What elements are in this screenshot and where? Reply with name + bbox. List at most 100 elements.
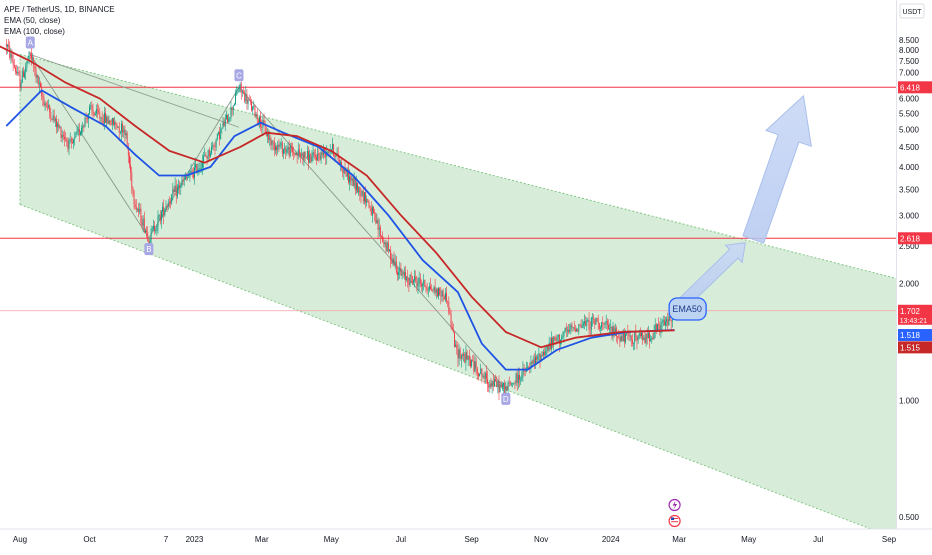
candle	[605, 314, 607, 330]
candle	[36, 73, 38, 84]
pattern-label-a[interactable]: A	[25, 36, 35, 49]
candle	[414, 269, 416, 288]
candle	[476, 366, 478, 380]
candle	[420, 279, 422, 292]
candle	[665, 316, 666, 331]
dividend-icon[interactable]	[668, 498, 681, 512]
candle	[382, 231, 384, 243]
candle	[154, 221, 156, 235]
candle	[479, 373, 481, 377]
candle	[142, 215, 144, 233]
y-tick-label: 2.500	[899, 242, 920, 251]
candle	[521, 371, 523, 382]
candle	[354, 176, 356, 195]
candle	[202, 154, 203, 175]
candle	[389, 249, 390, 253]
ema100-legend[interactable]: EMA (100, close)	[4, 27, 65, 36]
candle	[617, 335, 619, 345]
candle	[455, 340, 457, 348]
candle	[13, 58, 15, 69]
candle	[127, 142, 129, 164]
candle	[451, 321, 453, 331]
candle	[240, 81, 242, 100]
candle	[516, 370, 518, 391]
candle	[147, 226, 149, 242]
candle	[52, 109, 54, 123]
candle	[14, 64, 16, 75]
candle	[487, 370, 489, 392]
candle	[95, 104, 97, 118]
candle	[565, 323, 567, 338]
countdown-label: 13:43:21	[900, 318, 927, 325]
candle	[106, 114, 108, 128]
candle	[370, 201, 372, 216]
candle	[239, 81, 241, 93]
candle	[132, 186, 134, 197]
candle	[249, 96, 251, 106]
candle	[385, 239, 387, 253]
event-icons	[668, 498, 681, 528]
candle	[5, 38, 7, 55]
candle	[155, 228, 157, 234]
candle	[314, 148, 316, 161]
candle	[243, 86, 244, 95]
ema50-legend[interactable]: EMA (50, close)	[4, 16, 61, 25]
candle	[319, 152, 321, 162]
candle	[206, 156, 208, 165]
svg-text:1.518: 1.518	[900, 331, 921, 340]
candle	[151, 225, 153, 232]
us-flag-icon[interactable]	[668, 514, 681, 528]
candle	[503, 382, 504, 395]
candle	[368, 200, 370, 209]
y-tick-label: 1.000	[899, 396, 920, 405]
candle	[666, 316, 668, 327]
candle	[588, 312, 590, 335]
candle	[381, 235, 382, 240]
x-tick-label: Sep	[464, 535, 479, 544]
candle	[286, 145, 288, 156]
candle	[488, 381, 490, 393]
candle	[590, 316, 592, 336]
candle	[522, 361, 524, 382]
candle	[633, 342, 634, 351]
candle	[7, 43, 8, 54]
pattern-label-b[interactable]: B	[144, 243, 154, 256]
candle	[247, 97, 249, 110]
candle	[105, 107, 106, 124]
candle	[224, 114, 226, 132]
candle	[651, 335, 653, 344]
svg-text:1.515: 1.515	[900, 343, 921, 352]
candle	[220, 123, 222, 140]
symbol-title[interactable]: APE / TetherUS, 1D, BINANCE	[4, 5, 115, 14]
candle	[535, 350, 536, 369]
candle	[272, 140, 274, 150]
candle	[37, 75, 39, 87]
ema50-callout[interactable]: EMA50	[668, 297, 707, 321]
candle	[450, 309, 452, 330]
candle	[309, 149, 311, 164]
candle	[483, 371, 485, 384]
candle	[276, 145, 278, 157]
pattern-label-d[interactable]: D	[501, 392, 511, 405]
candle	[533, 353, 535, 370]
candle	[122, 121, 124, 138]
candle	[227, 114, 229, 124]
y-tick-label: 4.500	[899, 143, 920, 152]
candle	[77, 123, 79, 137]
candle	[297, 142, 299, 160]
candle	[402, 269, 404, 278]
candle	[303, 151, 305, 167]
pattern-label-c[interactable]: C	[234, 69, 244, 82]
candle	[492, 373, 494, 392]
candle	[284, 143, 286, 154]
candle	[436, 287, 438, 298]
candle	[273, 137, 275, 157]
candle	[374, 208, 376, 222]
candle	[649, 331, 650, 349]
candle	[146, 226, 148, 239]
candle	[275, 142, 276, 155]
candle	[500, 381, 502, 389]
candle	[81, 124, 83, 136]
